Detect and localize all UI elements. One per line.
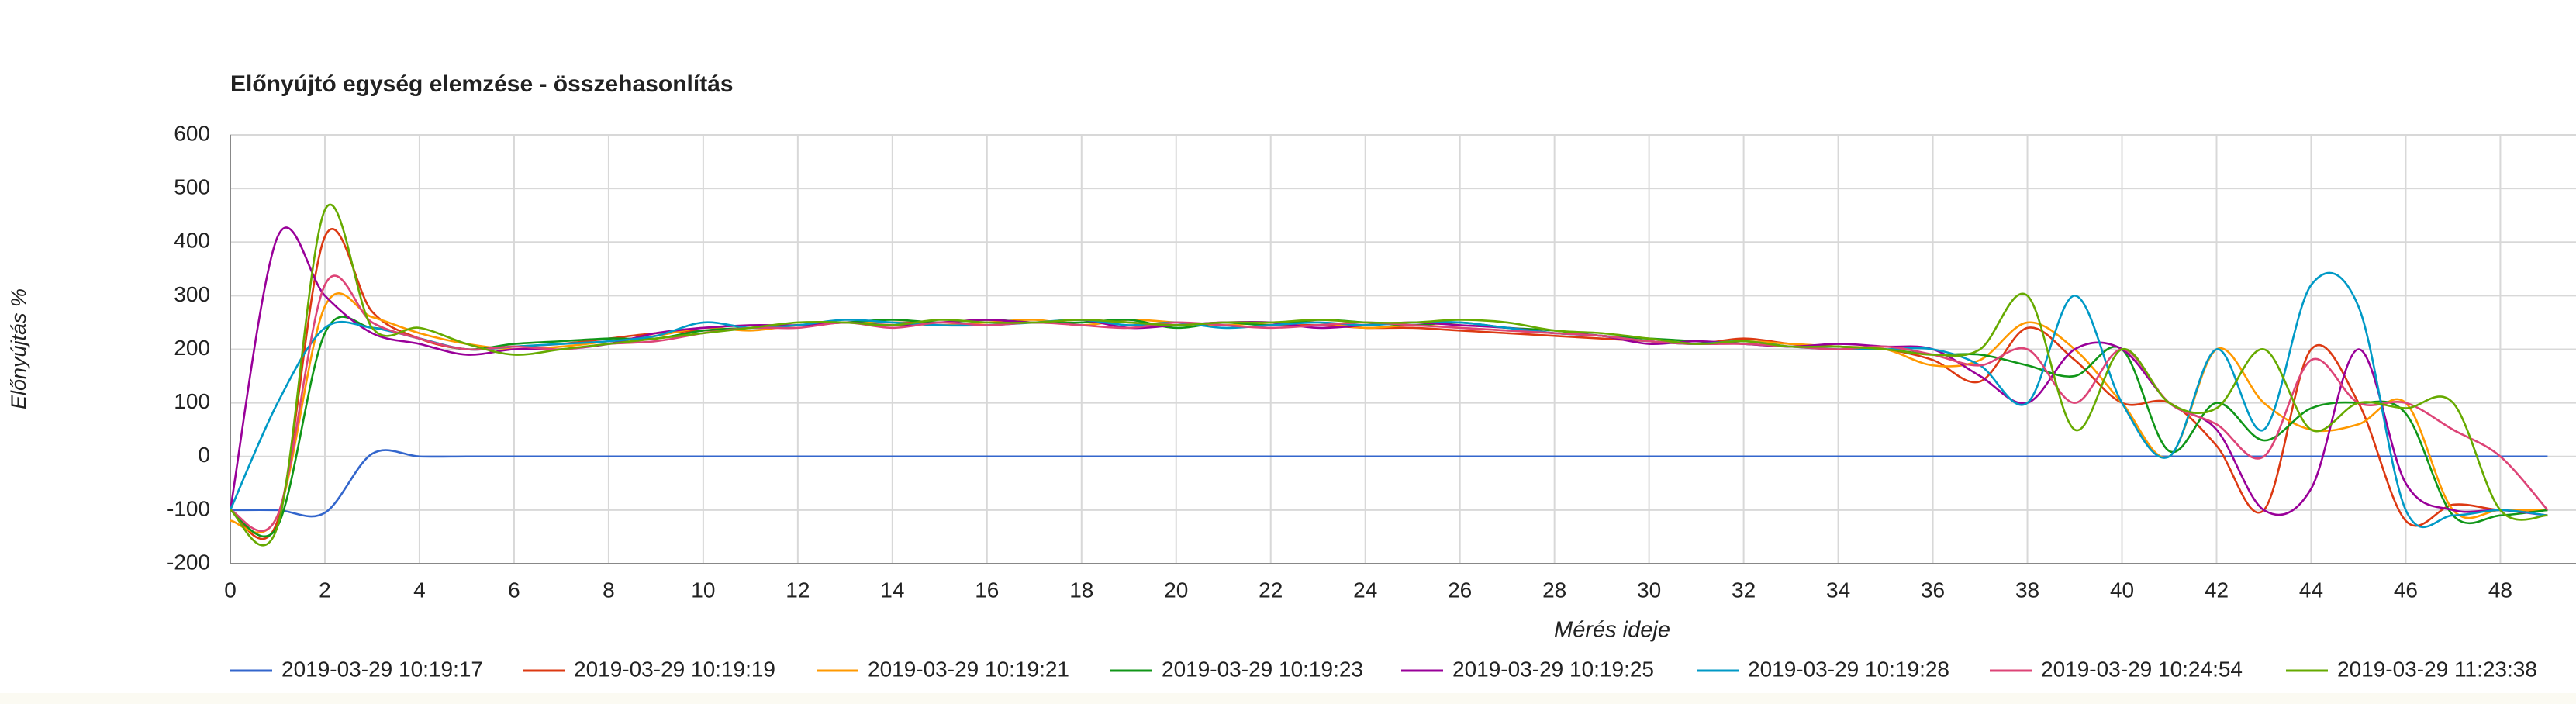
x-tick-label: 34 bbox=[1826, 578, 1850, 602]
x-tick-label: 44 bbox=[2299, 578, 2323, 602]
legend-label: 2019-03-29 11:23:38 bbox=[2337, 657, 2537, 681]
y-axis-label: Előnyújtás % bbox=[7, 288, 30, 409]
x-tick-label: 6 bbox=[508, 578, 520, 602]
y-tick-label: 100 bbox=[174, 389, 210, 413]
series-line bbox=[230, 449, 2548, 518]
x-axis-label: Mérés ideje bbox=[1554, 618, 1670, 643]
legend-label: 2019-03-29 10:19:17 bbox=[281, 657, 483, 681]
x-tick-label: 42 bbox=[2205, 578, 2229, 602]
legend-label: 2019-03-29 10:19:28 bbox=[1748, 657, 1949, 681]
y-tick-label: 200 bbox=[174, 336, 210, 360]
x-tick-label: 38 bbox=[2015, 578, 2039, 602]
x-tick-label: 14 bbox=[880, 578, 904, 602]
x-tick-label: 16 bbox=[975, 578, 999, 602]
x-tick-label: 30 bbox=[1637, 578, 1661, 602]
y-tick-label: 500 bbox=[174, 175, 210, 199]
legend-label: 2019-03-29 10:19:19 bbox=[574, 657, 775, 681]
x-tick-label: 24 bbox=[1353, 578, 1377, 602]
x-tick-label: 12 bbox=[786, 578, 810, 602]
y-tick-label: -200 bbox=[167, 550, 210, 574]
x-tick-label: 22 bbox=[1259, 578, 1283, 602]
y-tick-label: -100 bbox=[167, 496, 210, 520]
footer-band bbox=[0, 693, 2576, 704]
chart-title: Előnyújtó egység elemzése - összehasonlí… bbox=[230, 71, 734, 97]
x-tick-label: 32 bbox=[1732, 578, 1756, 602]
y-tick-label: 600 bbox=[174, 121, 210, 145]
plot-lines bbox=[230, 203, 2549, 547]
legend-label: 2019-03-29 10:19:25 bbox=[1452, 657, 1654, 681]
y-tick-label: 300 bbox=[174, 282, 210, 306]
x-tick-label: 18 bbox=[1069, 578, 1093, 602]
x-tick-label: 36 bbox=[1921, 578, 1945, 602]
x-tick-label: 28 bbox=[1542, 578, 1566, 602]
series-line bbox=[230, 203, 2548, 547]
x-tick-label: 48 bbox=[2488, 578, 2512, 602]
y-tick-label: 0 bbox=[198, 443, 210, 467]
x-tick-label: 10 bbox=[691, 578, 715, 602]
legend-label: 2019-03-29 10:19:23 bbox=[1162, 657, 1363, 681]
y-tick-label: 400 bbox=[174, 229, 210, 253]
series-line bbox=[230, 226, 2548, 517]
x-tick-label: 4 bbox=[413, 578, 426, 602]
x-tick-label: 2 bbox=[319, 578, 331, 602]
legend-label: 2019-03-29 10:19:21 bbox=[868, 657, 1069, 681]
x-tick-label: 26 bbox=[1448, 578, 1472, 602]
legend-label: 2019-03-29 10:24:54 bbox=[2041, 657, 2243, 681]
x-tick-label: 0 bbox=[224, 578, 237, 602]
series-line bbox=[230, 271, 2548, 529]
x-tick-label: 20 bbox=[1164, 578, 1188, 602]
x-tick-label: 40 bbox=[2110, 578, 2134, 602]
legend: 2019-03-29 10:19:17 2019-03-29 10:19:19 20… bbox=[230, 657, 2537, 681]
x-tick-label: 8 bbox=[603, 578, 615, 602]
x-tick-label: 46 bbox=[2394, 578, 2418, 602]
